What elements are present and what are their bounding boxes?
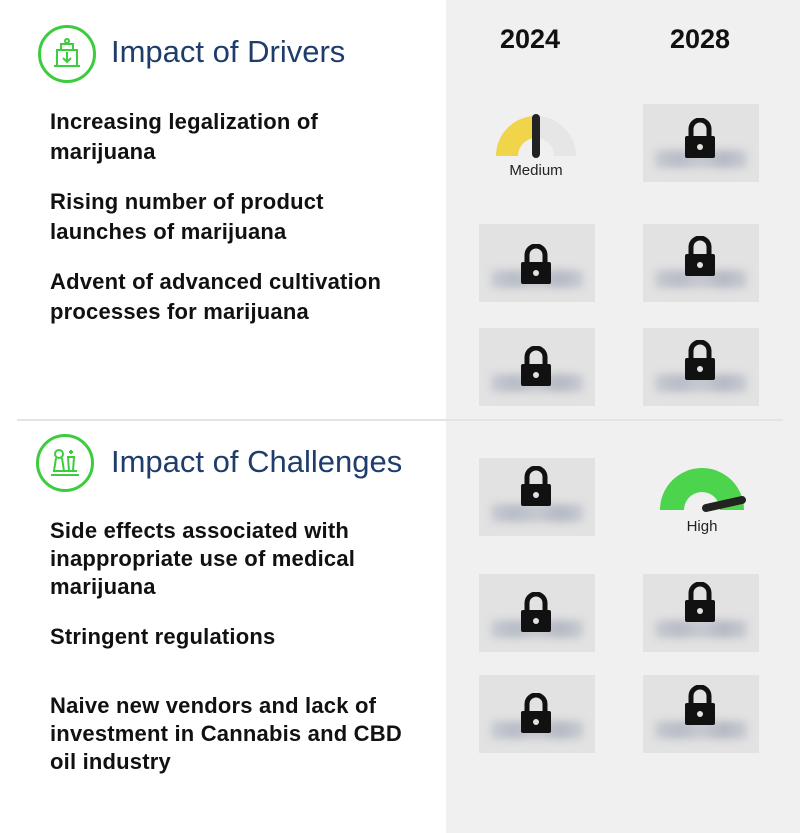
locked-value-cell[interactable] (479, 675, 595, 753)
challenge-item-2: Stringent regulations (50, 624, 276, 649)
blurred-value (655, 374, 747, 392)
lock-icon (521, 244, 551, 284)
lock-icon (685, 118, 715, 158)
blurred-value (655, 270, 747, 288)
lock-icon (685, 340, 715, 380)
locked-value-cell[interactable] (643, 328, 759, 406)
challenges-section-title: Impact of Challenges (111, 444, 403, 479)
impact-gauge-high (656, 464, 748, 514)
year-header-2028: 2028 (669, 24, 731, 54)
lock-icon (521, 693, 551, 733)
gauge-label-high: High (686, 518, 718, 535)
lock-icon (521, 346, 551, 386)
locked-value-cell[interactable] (643, 104, 759, 182)
locked-value-cell[interactable] (479, 458, 595, 536)
chess-strategy-icon (36, 434, 94, 492)
locked-value-cell[interactable] (643, 224, 759, 302)
driver-item-3: Advent of advanced cultivation processes… (50, 269, 382, 324)
section-divider (17, 419, 783, 421)
locked-value-cell[interactable] (643, 574, 759, 652)
blurred-value (655, 721, 747, 739)
challenge-item-3: Naive new vendors and lack of investment… (50, 693, 402, 774)
driver-item-2: Rising number of product launches of mar… (50, 189, 324, 244)
blurred-value (655, 150, 747, 168)
locked-value-cell[interactable] (479, 328, 595, 406)
blurred-value (655, 620, 747, 638)
drivers-section-title: Impact of Drivers (111, 34, 346, 69)
driver-item-1: Increasing legalization of marijuana (50, 109, 319, 164)
lock-icon (521, 592, 551, 632)
locked-value-cell[interactable] (479, 224, 595, 302)
lock-icon (685, 685, 715, 725)
blurred-value (491, 504, 583, 522)
impact-gauge-medium (492, 112, 580, 160)
growth-drivers-icon (38, 25, 96, 83)
gauge-label-medium: Medium (509, 162, 563, 179)
year-header-2024: 2024 (499, 24, 561, 54)
locked-value-cell[interactable] (479, 574, 595, 652)
challenge-item-1: Side effects associated with inappropria… (50, 518, 356, 599)
lock-icon (521, 466, 551, 506)
lock-icon (685, 236, 715, 276)
locked-value-cell[interactable] (643, 675, 759, 753)
lock-icon (685, 582, 715, 622)
